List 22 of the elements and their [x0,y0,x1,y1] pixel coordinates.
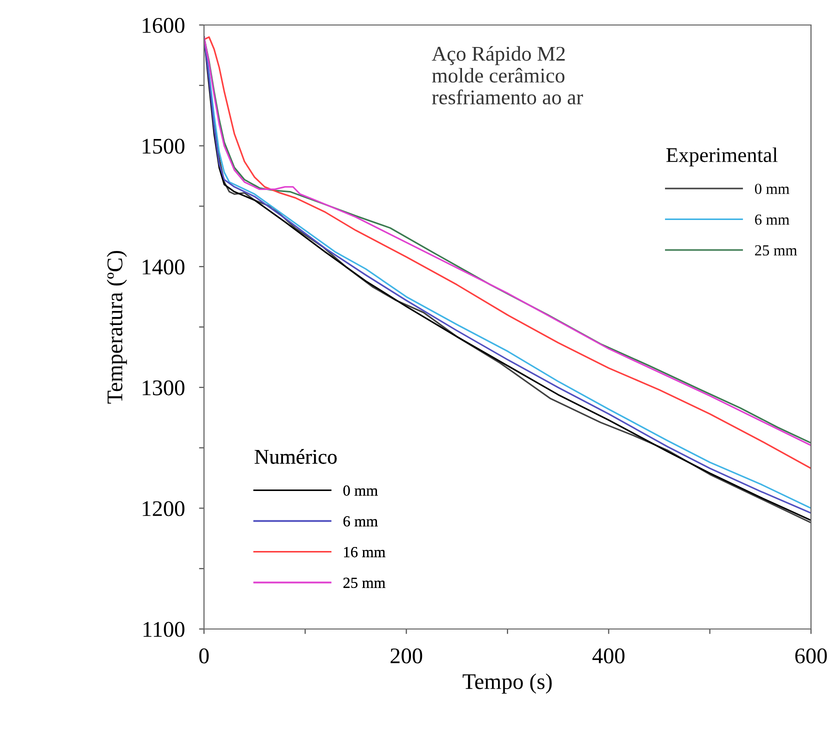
annotation: Aço Rápido M2 molde cerâmico resfriamento ao ar [432,46,583,104]
legend-label: 6 mm [755,214,790,225]
legend-label: 25 mm [755,245,798,256]
x-tick-label: 200 [390,648,422,664]
legend-label: 0 mm [343,485,378,496]
y-tick-label: 1300 [142,380,184,396]
y-tick-label: 1400 [142,260,184,275]
y-axis-title: Temperatura (ºC) [106,250,127,404]
legend-label: 16 mm [344,546,386,558]
x-tick-label: 0 [199,648,209,664]
y-tick-label: 1600 [142,18,184,33]
text: Numérico [254,449,337,464]
legend-label: 25 mm [343,578,386,588]
x-tick-label: 400 [592,648,624,664]
y-tick-label: 1200 [142,501,184,516]
y-tick-label: 1500 [142,138,184,154]
text: Experimental [666,147,778,166]
legend-label: 0 mm [754,184,790,194]
x-axis-title: Tempo (s) [462,673,552,694]
y-tick-label: 1100 [144,622,184,637]
legend-label: 6 mm [343,516,378,526]
x-tick-label: 600 [795,648,827,664]
